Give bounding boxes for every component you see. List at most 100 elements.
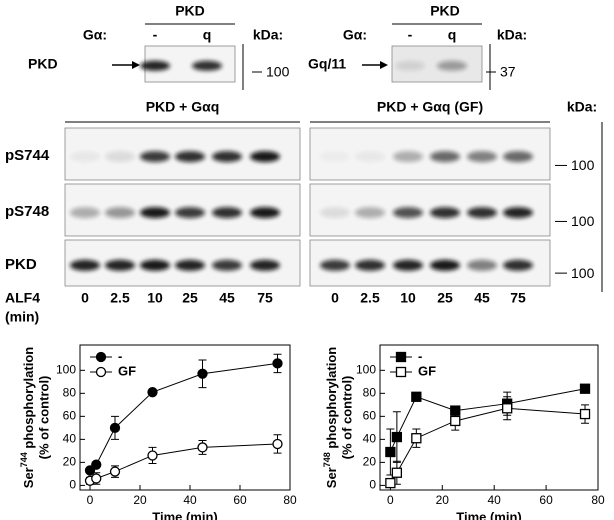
band — [212, 259, 242, 271]
panel-title: PKD + Gαq (GF) — [377, 99, 483, 115]
y-tick-label: 0 — [69, 478, 76, 492]
y-axis-label-line2: (% of control) — [36, 376, 51, 460]
band — [70, 151, 100, 163]
band — [250, 151, 280, 163]
y-axis-label-prefix: Ser — [324, 467, 339, 488]
time-label: 0 — [81, 290, 89, 306]
band — [175, 207, 205, 219]
arrow-head — [380, 61, 388, 69]
band — [320, 259, 350, 271]
x-tick-label: 20 — [133, 493, 147, 507]
x-tick-label: 80 — [283, 493, 297, 507]
band — [430, 259, 460, 271]
band — [140, 259, 170, 271]
x-tick-label: 60 — [539, 493, 553, 507]
band — [355, 151, 385, 163]
marker — [197, 368, 208, 379]
y-tick-label: 60 — [363, 409, 377, 423]
time-label: 0 — [331, 290, 339, 306]
band — [393, 207, 423, 219]
y-axis-label-line1: Ser748 phosphorylation — [322, 347, 339, 489]
time-label: 45 — [219, 290, 235, 306]
panel-title: PKD + Gαq — [146, 99, 220, 115]
lane-label: q — [448, 27, 457, 43]
band — [393, 151, 423, 163]
y-tick-label: 0 — [369, 478, 376, 492]
band — [250, 259, 280, 271]
band — [175, 259, 205, 271]
marker — [579, 383, 591, 394]
marker — [450, 415, 461, 427]
legend-marker — [395, 351, 407, 363]
marker-label: 100 — [571, 157, 595, 173]
series-line — [389, 407, 586, 484]
band — [467, 207, 497, 219]
band — [70, 259, 100, 271]
band — [175, 151, 205, 163]
marker — [502, 403, 513, 414]
legend-marker — [95, 351, 107, 363]
kda-label: kDa: — [567, 99, 597, 115]
y-tick-label: 80 — [63, 386, 77, 400]
band — [250, 207, 280, 219]
legend-label: - — [118, 348, 122, 363]
y-tick-label: 20 — [63, 455, 77, 469]
y-axis-label-suffix: phosphorylation — [324, 347, 339, 453]
marker — [385, 446, 396, 458]
kda-label: kDa: — [497, 27, 527, 43]
marker — [197, 442, 208, 453]
marker — [391, 467, 403, 478]
marker — [147, 450, 158, 461]
x-tick-label: 40 — [183, 493, 197, 507]
y-axis-label-superscript: 748 — [322, 452, 332, 467]
marker — [391, 431, 403, 443]
band — [467, 151, 497, 163]
row-label: PKD — [5, 256, 37, 273]
x-tick-label: 0 — [87, 493, 94, 507]
y-axis-label-superscript: 744 — [19, 452, 29, 467]
band — [503, 259, 533, 271]
band — [320, 151, 350, 162]
band — [393, 259, 423, 271]
time-label: 25 — [182, 290, 198, 306]
y-tick-label: 100 — [356, 362, 376, 376]
x-tick-label: 0 — [387, 493, 394, 507]
blot-title: PKD — [430, 3, 460, 19]
row-label: pS744 — [5, 147, 50, 164]
y-tick-label: 100 — [56, 362, 76, 376]
blot-title: PKD — [175, 3, 205, 19]
blot — [391, 45, 483, 83]
time-label: 2.5 — [110, 290, 130, 306]
marker — [385, 477, 396, 489]
row-label: Gq/11 — [308, 56, 346, 72]
time-label: 25 — [437, 290, 453, 306]
marker — [91, 473, 102, 484]
band — [467, 259, 497, 271]
kda-label: kDa: — [253, 27, 283, 43]
time-label: 45 — [474, 290, 490, 306]
x-tick-label: 40 — [488, 493, 502, 507]
band — [503, 151, 533, 163]
y-axis-label-suffix: phosphorylation — [21, 347, 36, 453]
series-line — [89, 362, 278, 471]
marker — [109, 466, 121, 477]
band — [140, 151, 170, 163]
lane-label: q — [203, 27, 212, 43]
marker — [147, 387, 158, 398]
marker — [109, 422, 121, 434]
band — [70, 207, 100, 219]
marker — [272, 438, 283, 450]
band — [355, 259, 385, 271]
band — [503, 207, 533, 219]
legend-label: GF — [118, 363, 136, 378]
lane-label: - — [408, 27, 413, 43]
legend-marker — [395, 366, 407, 378]
x-tick-label: 20 — [436, 493, 450, 507]
legend-label: GF — [418, 363, 436, 378]
treatment-label: ALF4 — [5, 290, 40, 306]
band — [192, 60, 222, 71]
band — [140, 207, 170, 219]
y-tick-label: 80 — [363, 386, 377, 400]
